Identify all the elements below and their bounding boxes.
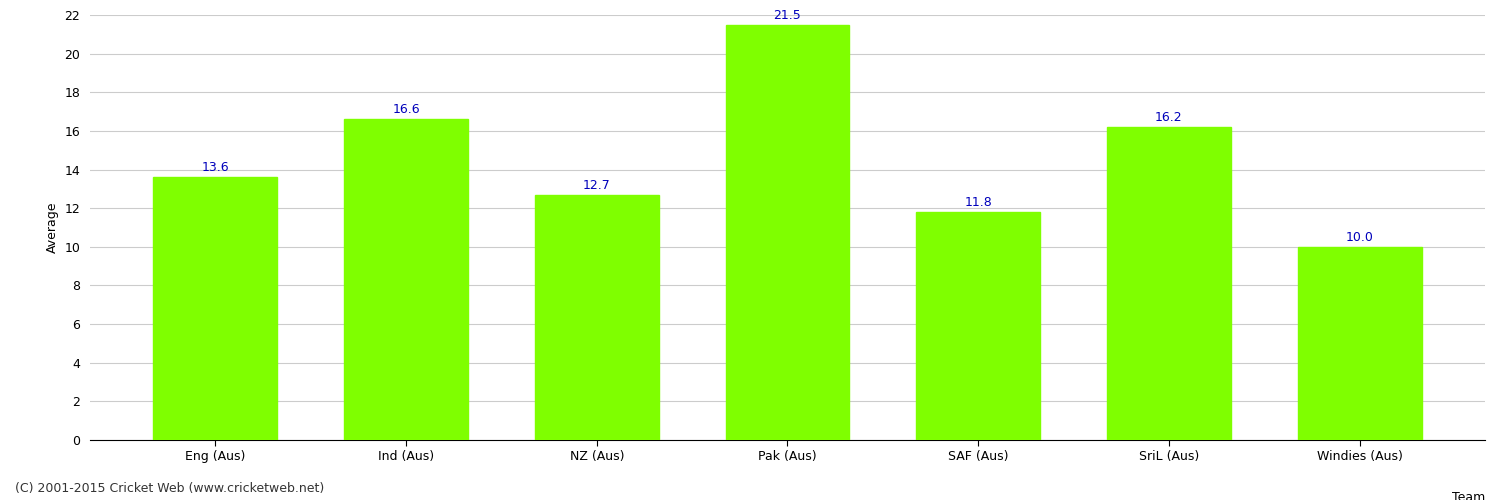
Y-axis label: Average: Average	[46, 202, 58, 253]
Text: 16.6: 16.6	[393, 104, 420, 117]
Text: 10.0: 10.0	[1346, 231, 1374, 244]
Text: 13.6: 13.6	[201, 162, 229, 174]
Bar	[153, 178, 278, 440]
Bar	[1298, 247, 1422, 440]
Text: Team: Team	[1452, 491, 1485, 500]
Bar	[1107, 127, 1232, 440]
Text: 11.8: 11.8	[964, 196, 992, 209]
Bar	[916, 212, 1040, 440]
Text: (C) 2001-2015 Cricket Web (www.cricketweb.net): (C) 2001-2015 Cricket Web (www.cricketwe…	[15, 482, 324, 495]
Text: 16.2: 16.2	[1155, 111, 1182, 124]
Text: 21.5: 21.5	[774, 9, 801, 22]
Text: 12.7: 12.7	[584, 179, 610, 192]
Bar	[536, 194, 658, 440]
Bar	[726, 24, 849, 440]
Bar	[344, 120, 468, 440]
